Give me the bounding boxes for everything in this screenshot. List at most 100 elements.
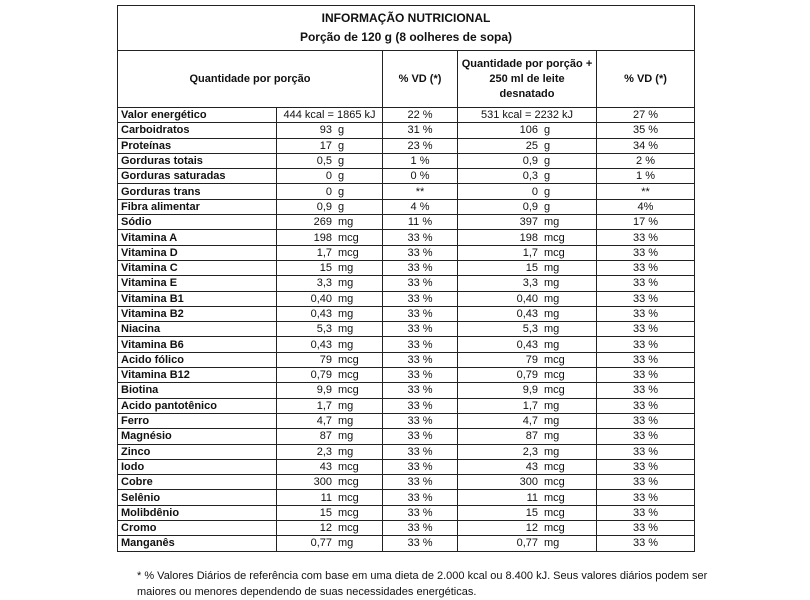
- qty-value: 0,9: [316, 200, 332, 213]
- nutrient-vd: 33 %: [382, 474, 458, 491]
- table-title: INFORMAÇÃO NUTRICIONAL Porção de 120 g (8…: [117, 5, 695, 51]
- table-row: Iodo 43 mcg 33 % 43 mcg 33 %: [117, 458, 695, 476]
- nutrient-qty: 0,77 mg: [276, 535, 383, 552]
- nutrient-name: Vitamina E: [117, 275, 277, 292]
- qty-value: 0: [325, 170, 332, 183]
- nutrient-qty: 1,7 mcg: [276, 244, 383, 261]
- nutrient-name: Fibra alimentar: [117, 198, 277, 216]
- nutrient-qty-milk: 106 g: [457, 122, 597, 139]
- nutrient-qty: 15 mcg: [276, 504, 383, 522]
- qty-value: 15: [525, 506, 538, 519]
- nutrient-vd-milk: 33 %: [596, 305, 695, 323]
- qty-unit: g: [544, 155, 551, 168]
- table-row: Niacina 5,3 mg 33 % 5,3 mg 33 %: [117, 321, 695, 338]
- qty-unit: g: [338, 185, 345, 198]
- nutrient-vd: 33 %: [382, 321, 458, 338]
- nutrient-qty-milk: 1,7 mg: [457, 397, 597, 414]
- qty-value: 0,9: [522, 155, 538, 168]
- qty-unit: mcg: [544, 246, 565, 259]
- nutrient-qty-milk: 2,3 mg: [457, 443, 597, 460]
- nutrient-name: Acido fólico: [117, 351, 277, 369]
- nutrient-vd-milk: 33 %: [596, 412, 695, 430]
- nutrient-vd-milk: 34 %: [596, 137, 695, 154]
- header-vd-milk: % VD (*): [596, 50, 695, 108]
- nutrient-name: Carboidratos: [117, 122, 277, 139]
- qty-value: 1,7: [316, 246, 332, 259]
- qty-value: 0,40: [310, 292, 332, 305]
- qty-unit: g: [338, 124, 345, 137]
- nutrient-vd-milk: 33 %: [596, 458, 695, 476]
- nutrient-qty-milk: 25 g: [457, 137, 597, 154]
- nutrient-vd: 33 %: [382, 259, 458, 277]
- qty-value: 11: [320, 491, 332, 504]
- nutrient-name: Biotina: [117, 382, 277, 399]
- qty-value: 15: [319, 262, 332, 275]
- nutrient-vd-milk: 33 %: [596, 367, 695, 384]
- table-row: Magnésio 87 mg 33 % 87 mg 33 %: [117, 428, 695, 445]
- qty-value: 0,3: [522, 170, 538, 183]
- qty-unit: mg: [338, 323, 354, 336]
- nutrient-vd-milk: 33 %: [596, 244, 695, 261]
- nutrient-qty: 79 mcg: [276, 351, 383, 369]
- qty-unit: mg: [338, 338, 354, 351]
- qty-unit: mg: [544, 292, 560, 305]
- nutrient-vd-milk: 2 %: [596, 152, 695, 170]
- nutrient-vd: 33 %: [382, 412, 458, 430]
- nutrient-qty-milk: 12 mcg: [457, 520, 597, 537]
- nutrient-vd-milk: 33 %: [596, 275, 695, 292]
- qty-value: 9,9: [522, 384, 538, 397]
- qty-value: 1,7: [522, 399, 538, 412]
- nutrient-name: Zinco: [117, 443, 277, 460]
- qty-value: 269: [313, 216, 332, 229]
- table-row: Carboidratos 93 g 31 % 106 g 35 %: [117, 122, 695, 139]
- nutrient-qty-milk: 0,79 mcg: [457, 367, 597, 384]
- qty-value: 2,3: [522, 445, 538, 458]
- nutrient-vd: 33 %: [382, 504, 458, 522]
- qty-value: 0,9: [522, 200, 538, 213]
- qty-unit: g: [338, 139, 345, 152]
- qty-value: 0,77: [310, 537, 332, 550]
- header-qty: Quantidade por porção: [117, 50, 383, 108]
- qty-value: 12: [525, 522, 538, 535]
- qty-value: 198: [313, 231, 332, 244]
- nutrient-vd: 33 %: [382, 305, 458, 323]
- nutrient-qty: 15 mg: [276, 259, 383, 277]
- nutrient-name: Selênio: [117, 489, 277, 506]
- nutrient-name: Cromo: [117, 520, 277, 537]
- qty-value: 4,7: [316, 415, 332, 428]
- nutrient-vd: 33 %: [382, 535, 458, 552]
- nutrient-vd-milk: 4%: [596, 198, 695, 216]
- qty-unit: mcg: [544, 369, 565, 382]
- nutrient-name: Cobre: [117, 474, 277, 491]
- qty-value: 3,3: [316, 277, 332, 290]
- nutrient-vd-milk: 33 %: [596, 428, 695, 445]
- qty-unit: mg: [544, 537, 560, 550]
- nutrient-name: Ferro: [117, 412, 277, 430]
- qty-unit: mcg: [338, 476, 359, 489]
- qty-value: 0,79: [516, 369, 538, 382]
- nutrient-qty: 11 mcg: [276, 489, 383, 506]
- qty-unit: mcg: [544, 353, 565, 366]
- table-row: Vitamina D 1,7 mcg 33 % 1,7 mcg 33 %: [117, 244, 695, 261]
- title-text: INFORMAÇÃO NUTRICIONAL: [321, 11, 491, 25]
- nutrient-vd: 1 %: [382, 152, 458, 170]
- qty-value: 79: [525, 353, 538, 366]
- header-vd: % VD (*): [382, 50, 458, 108]
- qty-value: 4,7: [522, 415, 538, 428]
- qty-value: 17: [319, 139, 332, 152]
- nutrient-qty: 198 mcg: [276, 229, 383, 246]
- qty-value: 15: [525, 262, 538, 275]
- qty-value: 198: [519, 231, 538, 244]
- nutrient-qty: 12 mcg: [276, 520, 383, 537]
- nutrient-vd: 33 %: [382, 489, 458, 506]
- table-row: Sódio 269 mg 11 % 397 mg 17 %: [117, 214, 695, 231]
- table-row: Manganês 0,77 mg 33 % 0,77 mg 33 %: [117, 535, 695, 552]
- nutrient-vd-milk: 33 %: [596, 535, 695, 552]
- nutrient-qty-milk: 1,7 mcg: [457, 244, 597, 261]
- nutrient-vd-milk: 35 %: [596, 122, 695, 139]
- nutrient-qty: 5,3 mg: [276, 321, 383, 338]
- nutrient-vd: 33 %: [382, 428, 458, 445]
